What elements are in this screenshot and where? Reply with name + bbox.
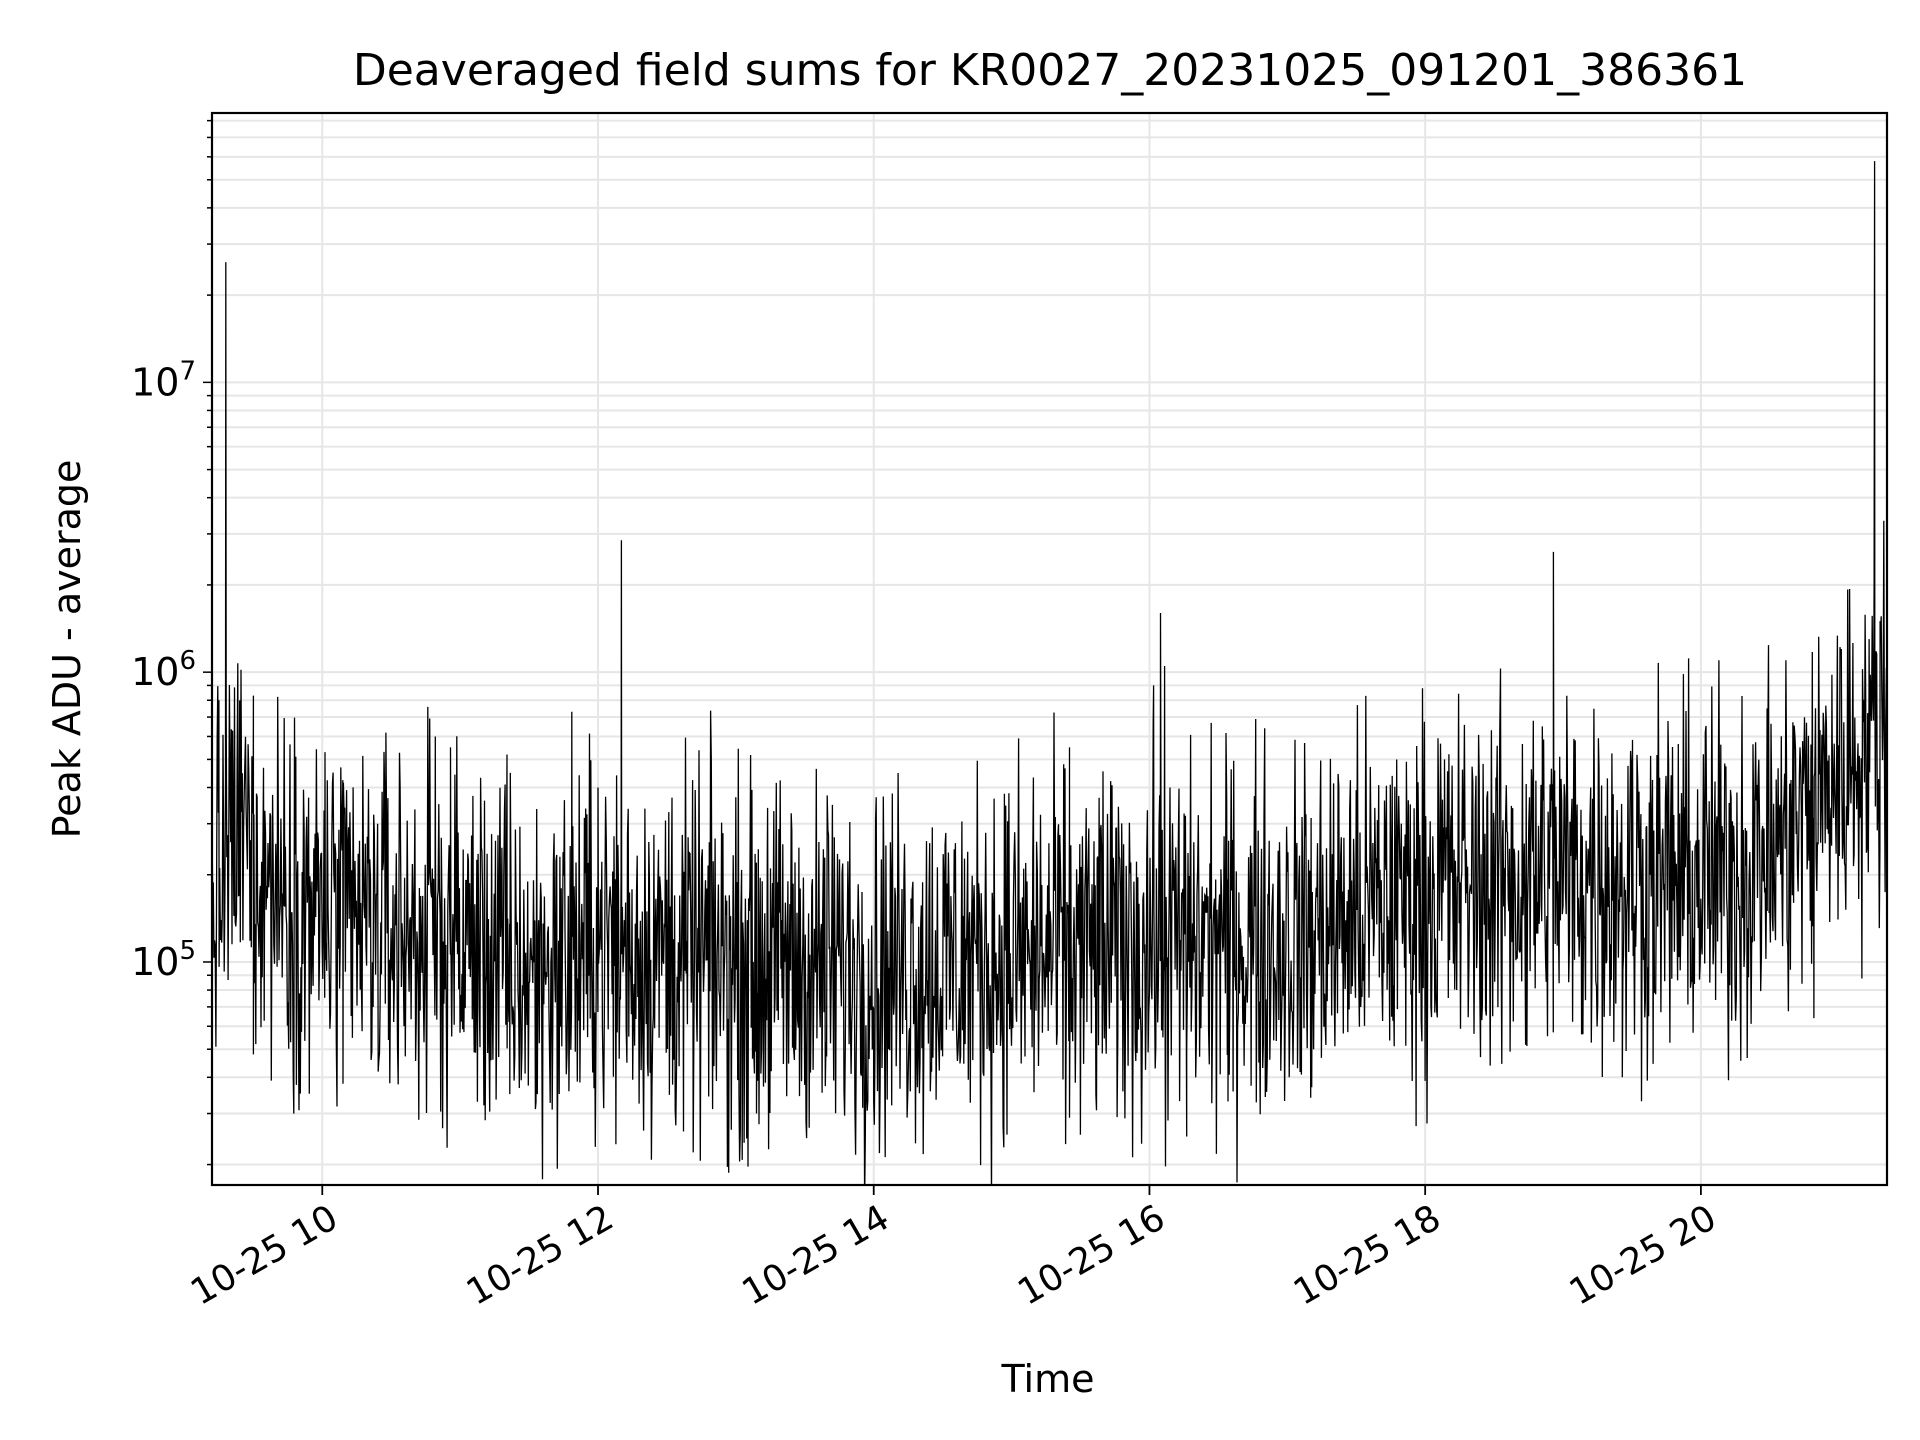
y-tick-label: 105 <box>131 936 196 984</box>
y-tick-base: 10 <box>131 940 179 984</box>
y-tick-exponent: 7 <box>179 356 196 386</box>
y-tick-exponent: 5 <box>179 936 196 966</box>
series-line <box>212 161 1887 1185</box>
chart-title: Deaveraged field sums for KR0027_2023102… <box>353 45 1747 96</box>
plot-frame <box>210 111 1889 1187</box>
y-tick-label: 107 <box>131 356 196 404</box>
y-tick-base: 10 <box>131 360 179 404</box>
plot-area <box>212 161 1887 1185</box>
x-axis-label: Time <box>1001 1357 1095 1401</box>
y-tick-base: 10 <box>131 650 179 694</box>
y-tick-exponent: 6 <box>179 646 196 676</box>
y-tick-label: 106 <box>131 646 196 694</box>
y-axis-label: Peak ADU - average <box>45 460 89 839</box>
